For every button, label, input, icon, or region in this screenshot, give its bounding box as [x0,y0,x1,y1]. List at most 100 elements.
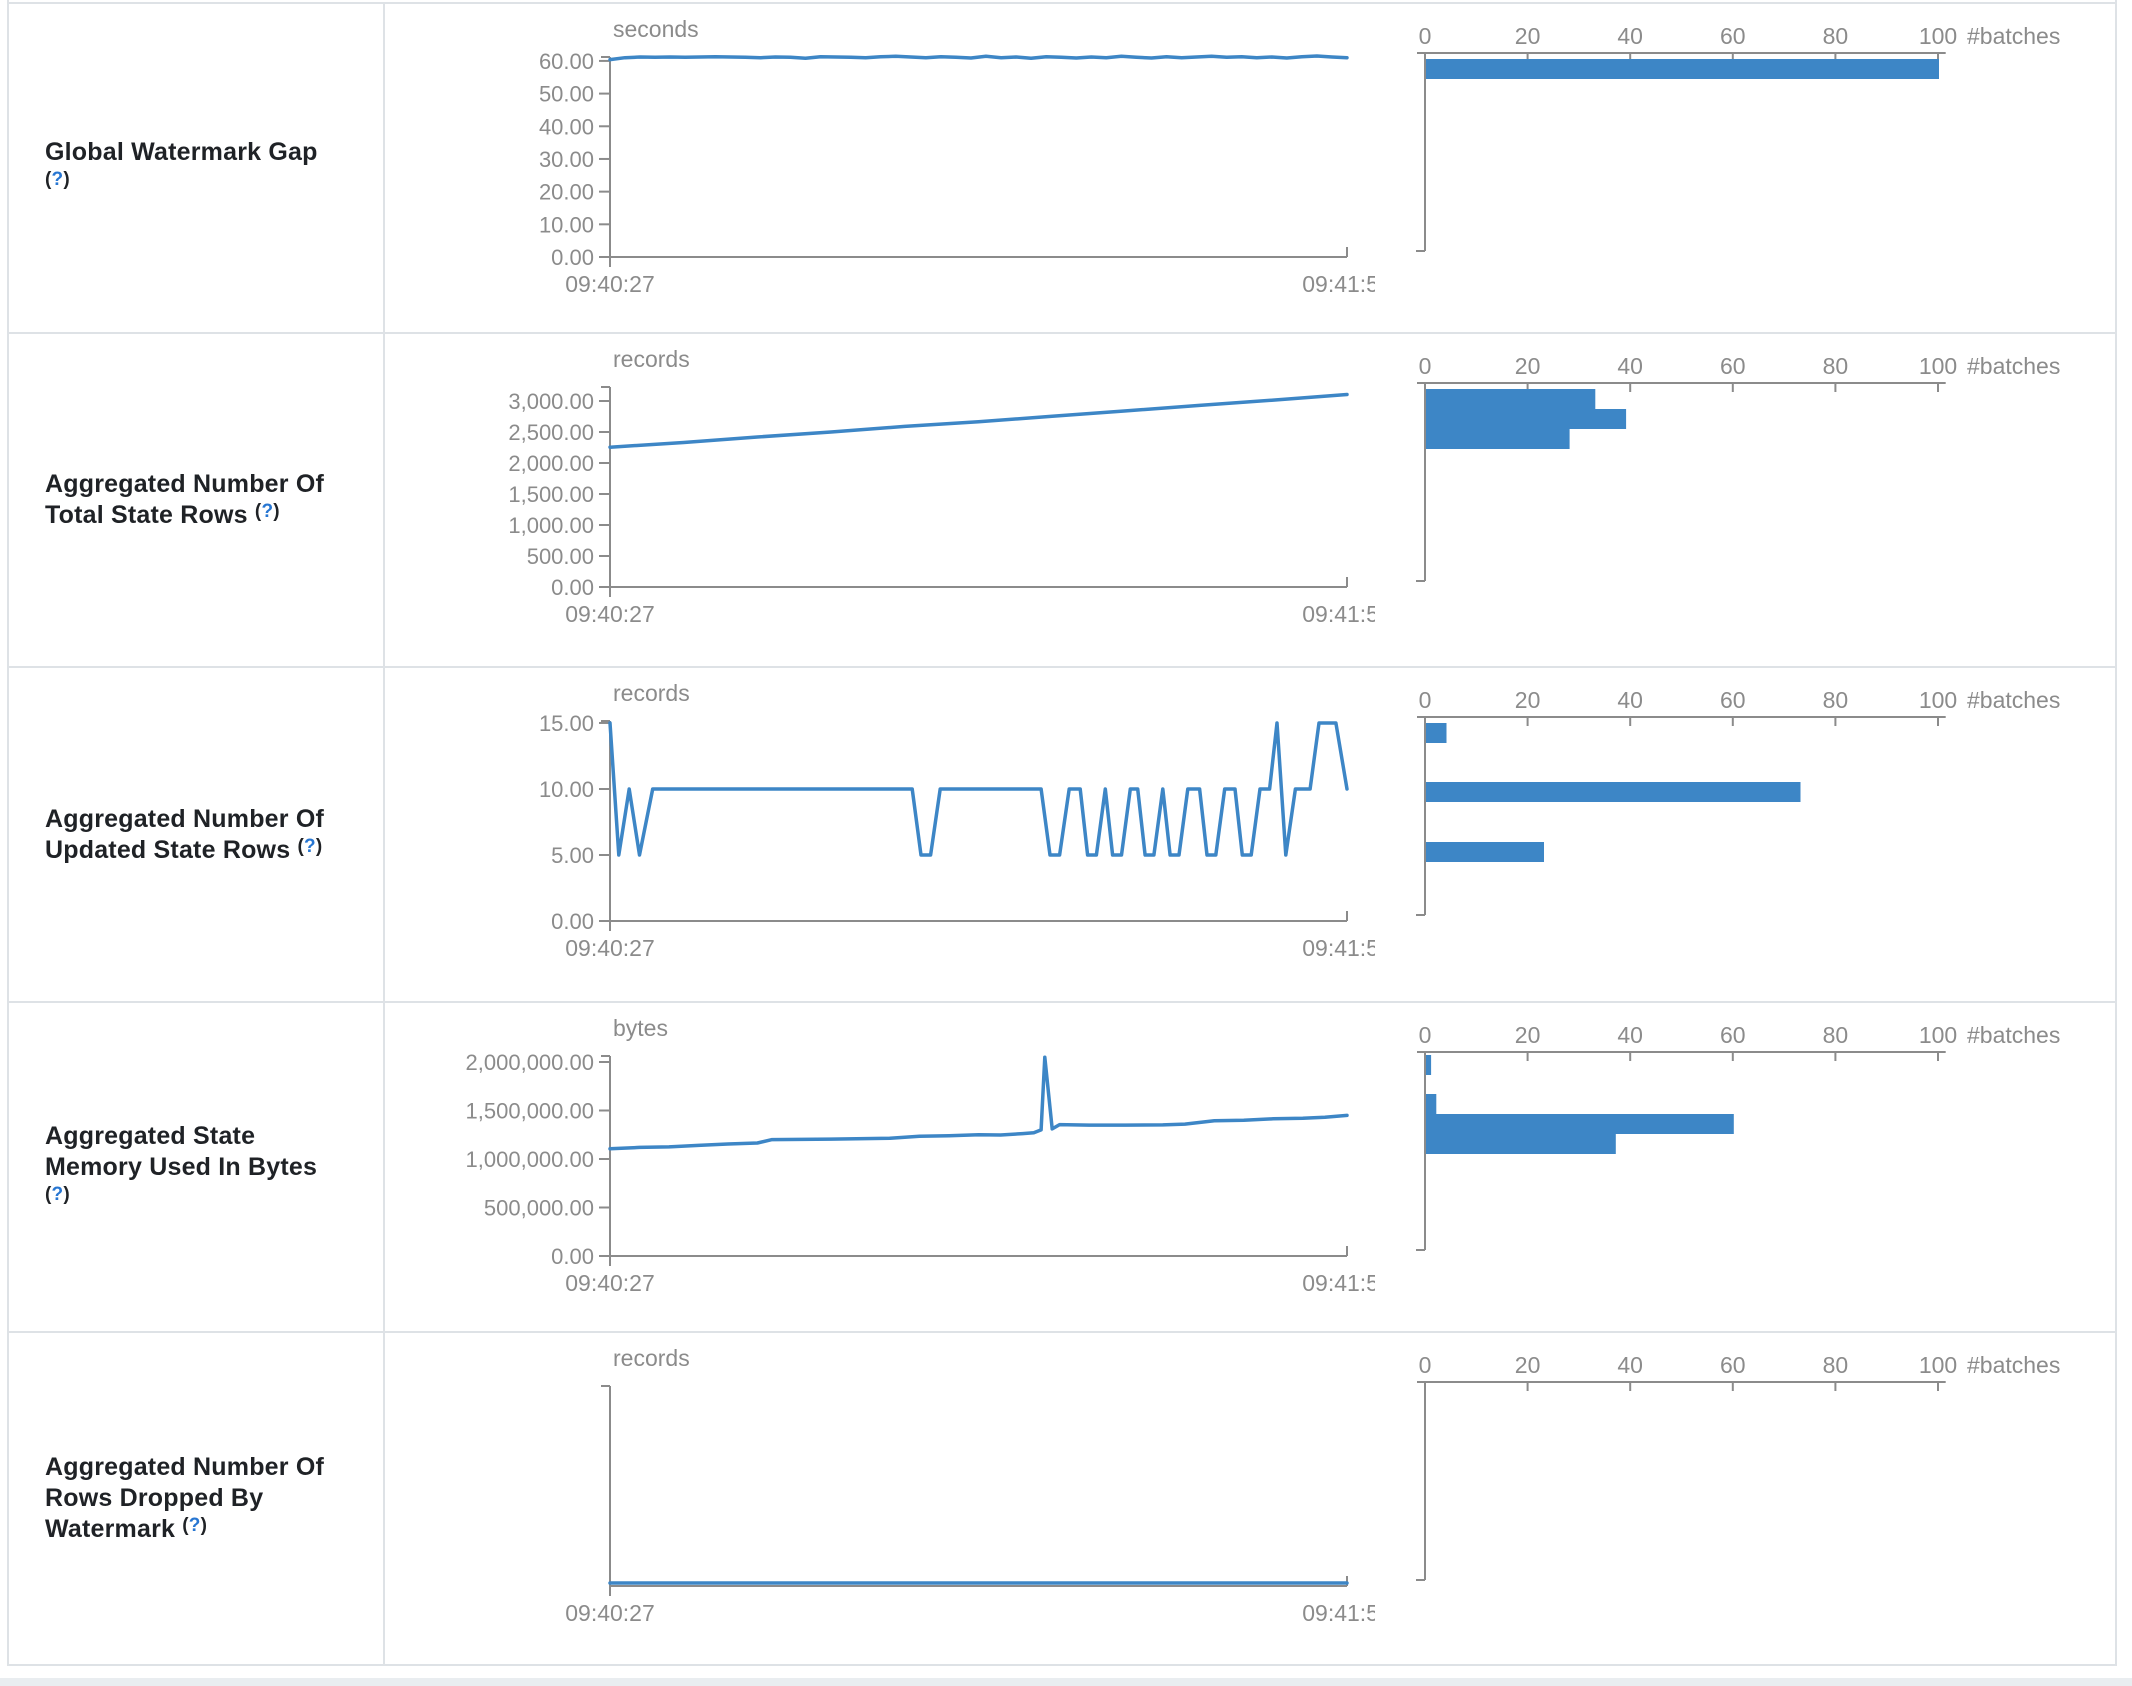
hist-tick-label: 100 [1919,353,1957,379]
help-link[interactable]: (?) [297,836,322,857]
hist-bar [1426,429,1570,449]
metric-label: Aggregated Number Of Rows Dropped By Wat… [45,1452,343,1545]
y-tick-label: 1,500,000.00 [466,1099,594,1124]
y-tick-label: 20.00 [539,180,594,205]
hist-tick-label: 80 [1823,1022,1849,1048]
help-link[interactable]: (?) [182,1515,207,1536]
hist-tick-label: 80 [1823,687,1849,713]
hist-tick-label: 80 [1823,1352,1849,1378]
metric-name: Aggregated Number Of Total State Rows [45,470,325,529]
hist-tick-label: 100 [1919,1352,1957,1378]
question-mark-icon[interactable]: ? [188,1515,201,1536]
series-line [608,1055,1349,1151]
hist-bar [1426,59,1939,79]
metric-name: Aggregated State Memory Used In Bytes [45,1121,318,1181]
histogram-chart: 0 20 40 60 80 100 #batches [1416,1352,2060,1581]
metric-row: Aggregated Number Of Total State Rows (?… [9,334,2115,668]
y-tick-label: 30.00 [539,147,594,172]
help-paren-close: ) [315,835,323,857]
hist-tick-label: 60 [1720,687,1746,713]
y-tick-label: 10.00 [539,777,594,802]
help-link[interactable]: (?) [45,169,70,190]
question-mark-icon[interactable]: ? [51,1183,64,1205]
metric-row: Aggregated Number Of Rows Dropped By Wat… [9,1333,2115,1666]
y-tick-label: 2,000.00 [508,451,594,476]
help-paren-close: ) [273,501,280,522]
metric-label-cell: Aggregated Number Of Total State Rows (?… [9,334,385,666]
x-start-time-label: 09:40:27 [565,1270,655,1296]
timeline-chart: 0.00 500.00 1,000.00 1,500.00 2,000.00 2,500.… [508,386,1375,627]
hist-bar [1426,1094,1437,1114]
help-link[interactable]: (?) [45,1184,70,1205]
hist-tick-label: 40 [1617,1352,1643,1378]
y-tick-label: 40.00 [539,114,594,139]
x-end-time-label: 09:41:56 [1302,1270,1375,1296]
metric-label-cell: Aggregated Number Of Rows Dropped By Wat… [9,1333,385,1664]
hist-tick-label: 60 [1720,1022,1746,1048]
hist-tick-label: 0 [1419,1022,1432,1048]
metric-rows-container: Global Watermark Gap (?) seconds 0.00 10.… [9,4,2115,1666]
metric-label: Aggregated Number Of Total State Rows (?… [45,469,343,531]
charts-cell: records 09:40:27 09:41:56 0 20 40 60 80 100 #ba… [385,1333,2115,1664]
x-end-time-label: 09:41:56 [1302,271,1375,297]
charts-cell: bytes 0.00 500,000.00 1,000,000.00 1,500,00… [385,1003,2115,1331]
metric-row: Aggregated Number Of Updated State Rows … [9,668,2115,1003]
y-tick-label: 0.00 [551,909,594,934]
hist-unit-label: #batches [1967,353,2060,379]
x-end-time-label: 09:41:56 [1302,935,1375,961]
y-tick-label: 50.00 [539,82,594,107]
help-link[interactable]: (?) [255,501,280,522]
charts-cell: seconds 0.00 10.00 20.00 30.00 40.00 50.00 60.… [385,4,2115,332]
hist-bar [1426,782,1801,802]
hist-tick-label: 0 [1419,353,1432,379]
y-tick-label: 60.00 [539,49,594,74]
metric-name: Global Watermark Gap [45,138,318,166]
y-tick-label: 500,000.00 [484,1196,594,1221]
help-paren-open: ( [297,835,304,857]
charts-cell: records 0.00 500.00 1,000.00 1,500.00 2,000.… [385,334,2115,666]
histogram-chart: 0 20 40 60 80 100 #batches [1416,1022,2060,1251]
help-paren-open: ( [45,1183,52,1205]
y-tick-label: 1,500.00 [508,482,594,507]
x-start-time-label: 09:40:27 [565,1600,655,1626]
question-mark-icon[interactable]: ? [261,501,274,522]
hist-unit-label: #batches [1967,687,2060,713]
hist-unit-label: #batches [1967,23,2060,49]
hist-tick-label: 100 [1919,687,1957,713]
y-axis-unit-label: records [613,346,690,372]
question-mark-icon[interactable]: ? [51,169,64,190]
y-axis-unit-label: seconds [613,16,699,42]
help-paren-open: ( [254,501,262,522]
hist-tick-label: 0 [1419,23,1432,49]
timeline-chart: 0.00 5.00 10.00 15.00 09:40:27 09:41:56 [539,711,1375,961]
y-tick-label: 1,000,000.00 [466,1147,594,1172]
histogram-chart: 0 20 40 60 80 100 #batches [1416,687,2060,916]
hist-unit-label: #batches [1967,1022,2060,1048]
histogram-chart: 0 20 40 60 80 100 #batches [1416,23,2060,252]
y-tick-label: 0.00 [551,1244,594,1269]
hist-tick-label: 0 [1419,1352,1432,1378]
help-paren-open: ( [45,169,52,190]
hist-bar [1426,389,1596,409]
y-axis-unit-label: bytes [613,1015,668,1041]
hist-unit-label: #batches [1967,1352,2060,1378]
hist-tick-label: 40 [1617,353,1643,379]
hist-tick-label: 80 [1823,23,1849,49]
question-mark-icon[interactable]: ? [304,835,316,857]
hist-bar [1426,1055,1432,1075]
hist-bar [1426,842,1544,862]
y-tick-label: 500.00 [527,544,594,569]
hist-tick-label: 40 [1617,687,1643,713]
x-start-time-label: 09:40:27 [565,935,655,961]
timeline-chart: 0.00 500,000.00 1,000,000.00 1,500,000.00 2,… [466,1050,1375,1296]
help-paren-close: ) [63,169,70,190]
histogram-chart: 0 20 40 60 80 100 #batches [1416,353,2060,582]
hist-tick-label: 60 [1720,23,1746,49]
series-line [608,721,1349,857]
hist-tick-label: 40 [1617,1022,1643,1048]
x-end-time-label: 09:41:56 [1302,601,1375,627]
hist-tick-label: 80 [1823,353,1849,379]
y-tick-label: 2,500.00 [508,420,594,445]
metric-label-cell: Global Watermark Gap (?) [9,4,385,332]
hist-bar [1426,1114,1734,1134]
